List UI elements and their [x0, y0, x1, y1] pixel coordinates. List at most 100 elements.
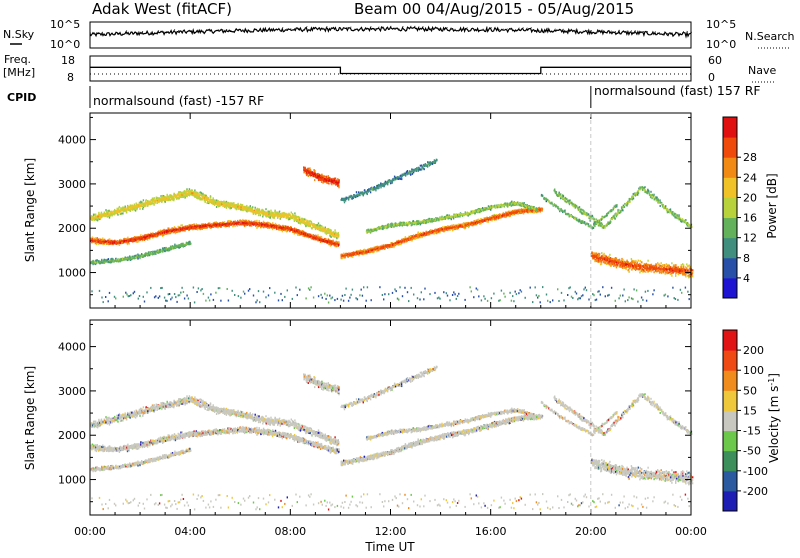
power-cell: [186, 188, 187, 190]
power-cell: [129, 243, 130, 245]
power-cell: [164, 250, 165, 252]
power-cell: [109, 215, 110, 217]
power-cell: [422, 236, 423, 238]
cpid-label: CPID: [7, 91, 36, 104]
power-cell: [183, 193, 184, 195]
power-cell: [205, 227, 206, 229]
power-cell: [211, 223, 212, 225]
power-data-points: [90, 159, 693, 304]
power-cell: [180, 225, 181, 227]
power-cell: [121, 242, 122, 244]
power-cell: [194, 189, 195, 191]
power-cell: [453, 229, 454, 231]
noise-tick-right-high: 10^5: [706, 18, 736, 31]
power-cell: [142, 208, 143, 210]
power-cell: [325, 238, 326, 240]
power-cell: [139, 239, 140, 241]
power-cell: [168, 247, 169, 249]
power-cell: [325, 228, 326, 230]
power-cell: [141, 204, 142, 206]
power-cell: [268, 211, 269, 213]
power-cell: [137, 241, 138, 243]
power-cell: [306, 224, 307, 226]
power-cell: [338, 241, 339, 243]
power-cell: [338, 232, 339, 234]
power-cell: [210, 196, 211, 198]
power-cell: [132, 239, 133, 241]
power-cell: [205, 199, 206, 201]
power-cell: [225, 205, 226, 207]
noise-tick-right-low: 10^0: [706, 38, 736, 51]
power-cell: [310, 225, 311, 227]
power-cell: [154, 197, 155, 199]
power-cell: [93, 238, 94, 240]
power-cell: [140, 234, 141, 236]
power-cell: [184, 195, 185, 197]
power-cell: [321, 174, 322, 176]
power-cell: [145, 205, 146, 207]
power-cell: [491, 217, 492, 219]
power-cell: [222, 205, 223, 207]
power-cell: [165, 233, 166, 235]
power-cell: [204, 194, 205, 196]
power-cell: [324, 176, 325, 178]
beam-date-title: Beam 00 04/Aug/2015 - 05/Aug/2015: [354, 0, 634, 18]
power-cell: [264, 222, 265, 224]
power-cell: [343, 253, 344, 255]
power-cell: [253, 211, 254, 213]
power-cell: [168, 229, 169, 231]
power-cell: [321, 181, 322, 183]
power-cell: [288, 229, 289, 231]
power-cell: [234, 225, 235, 227]
power-cell: [170, 199, 171, 201]
power-cell: [173, 198, 174, 200]
power-cell: [237, 225, 238, 227]
power-cell: [321, 225, 322, 227]
power-cell: [165, 201, 166, 203]
power-cell: [220, 222, 221, 224]
power-cell: [161, 232, 162, 234]
power-cell: [285, 213, 286, 215]
power-cell: [131, 205, 132, 207]
power-cell: [116, 260, 117, 262]
power-cell: [541, 210, 542, 212]
power-cell: [272, 228, 273, 230]
power-cell: [311, 227, 312, 229]
power-cell: [335, 178, 336, 180]
power-cell: [206, 196, 207, 198]
power-cell: [263, 213, 264, 215]
power-cell: [122, 213, 123, 215]
power-cell: [104, 214, 105, 216]
power-cell: [178, 194, 179, 196]
power-cell: [331, 183, 332, 185]
power-cell: [348, 198, 349, 200]
power-cell: [107, 216, 108, 218]
power-cell: [101, 259, 102, 261]
power-cell: [105, 214, 106, 216]
cpid-right-text: normalsound (fast) 157 RF: [594, 83, 761, 98]
power-cell: [367, 193, 368, 195]
power-cell: [146, 199, 147, 201]
power-cell: [320, 175, 321, 177]
power-cell: [265, 208, 266, 210]
power-cell: [354, 252, 355, 254]
power-cell: [124, 238, 125, 240]
power-cell: [202, 193, 203, 195]
power-cell: [258, 214, 259, 216]
power-cell: [468, 226, 469, 228]
power-cell: [207, 202, 208, 204]
power-cell: [259, 220, 260, 222]
power-cell: [101, 262, 102, 264]
power-cell: [449, 229, 450, 231]
power-cell: [256, 223, 257, 225]
power-cell: [167, 194, 168, 196]
power-cell: [539, 208, 540, 210]
power-cell: [201, 192, 202, 194]
power-cell: [135, 210, 136, 212]
power-cell: [500, 216, 501, 218]
power-cell: [224, 221, 225, 223]
power-cell: [256, 227, 257, 229]
power-cell: [208, 199, 209, 201]
power-cell: [296, 216, 297, 218]
